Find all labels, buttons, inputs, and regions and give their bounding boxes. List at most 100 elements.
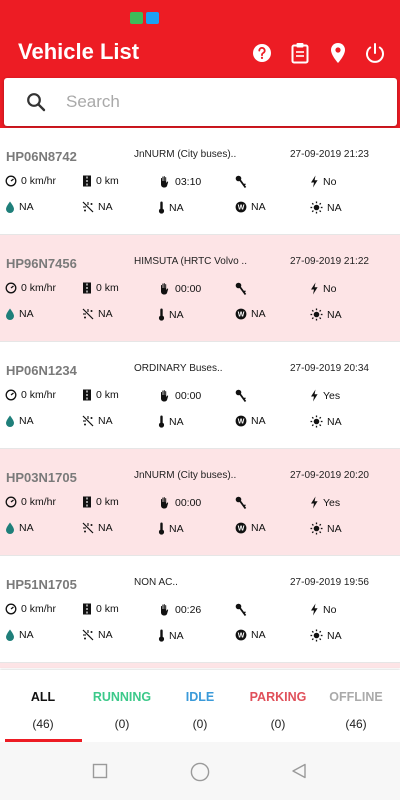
tab-all[interactable]: ALL (46): [3, 670, 83, 742]
road-icon: [83, 282, 91, 294]
vehicle-number: HP06N8742: [6, 149, 77, 164]
vehicle-route: ORDINARY Buses..: [134, 363, 223, 374]
weight-icon: W: [235, 629, 247, 641]
drop-icon: [6, 629, 14, 641]
vehicle-card[interactable]: HP06N8742 JnNURM (City buses).. 27-09-20…: [0, 128, 400, 234]
idle-time-value: 00:00: [175, 389, 202, 402]
thermometer-icon: [158, 522, 165, 535]
sun-icon: [310, 522, 323, 535]
vehicle-card-partial[interactable]: [0, 663, 400, 668]
recents-button[interactable]: [92, 763, 108, 784]
light-cell: NA: [310, 415, 342, 428]
sun-icon: [310, 629, 323, 642]
search-input[interactable]: [66, 88, 386, 116]
logout-button[interactable]: [363, 41, 387, 65]
weight-value: NA: [251, 522, 266, 534]
weight-cell: W NA: [235, 415, 266, 427]
page-title: Vehicle List: [18, 39, 140, 64]
status-bar: [0, 0, 400, 30]
fuel-value: NA: [19, 308, 34, 320]
vehicle-datetime: 27-09-2019 19:56: [290, 577, 369, 588]
vehicle-card[interactable]: HP06N1234 ORDINARY Buses.. 27-09-2019 20…: [0, 342, 400, 448]
vehicle-route: JnNURM (City buses)..: [134, 470, 237, 481]
ac-icon: [82, 522, 94, 534]
power-cell: No: [310, 603, 336, 616]
speedometer-icon: [5, 175, 17, 187]
light-value: NA: [327, 522, 342, 535]
vehicle-datetime: 27-09-2019 21:22: [290, 256, 369, 267]
power-cell: Yes: [310, 496, 340, 509]
bolt-icon: [311, 282, 318, 295]
home-button[interactable]: [190, 762, 210, 787]
hand-icon: [161, 283, 169, 295]
sun-icon: [310, 308, 323, 321]
idle-time-cell: 03:10: [158, 175, 201, 188]
location-button[interactable]: [326, 41, 350, 65]
message-icon: [130, 12, 143, 24]
vehicle-route: HIMSUTA (HRTC Volvo ..: [134, 256, 247, 267]
tab-label: PARKING: [249, 690, 307, 704]
vehicle-route: JnNURM (City buses)..: [134, 149, 237, 160]
fuel-value: NA: [19, 415, 34, 427]
idle-time-value: 00:00: [175, 282, 202, 295]
ignition-cell: [235, 175, 251, 189]
tab-count: (0): [192, 717, 208, 731]
weight-value: NA: [251, 629, 266, 641]
vehicle-list: HP06N8742 JnNURM (City buses).. 27-09-20…: [0, 128, 400, 668]
drop-icon: [6, 415, 14, 427]
status-tabs: ALL (46) RUNNING (0) IDLE (0) PARKING (0…: [0, 670, 400, 742]
svg-text:W: W: [238, 205, 245, 212]
tab-offline[interactable]: OFFLINE (46): [316, 670, 396, 742]
weight-value: NA: [251, 308, 266, 320]
fuel-cell: NA: [5, 308, 34, 320]
distance-value: 0 km: [96, 496, 119, 508]
ignition-cell: [235, 389, 251, 403]
speed-value: 0 km/hr: [21, 603, 57, 615]
ac-icon: [82, 629, 94, 641]
key-icon: [235, 603, 247, 617]
ac-cell: NA: [82, 629, 113, 641]
ac-value: NA: [98, 522, 113, 534]
speed-cell: 0 km/hr: [5, 496, 56, 508]
thermometer-icon: [158, 629, 165, 642]
power-icon: [366, 43, 384, 63]
tab-idle[interactable]: IDLE (0): [160, 670, 240, 742]
key-icon: [235, 282, 247, 296]
light-cell: NA: [310, 308, 342, 321]
help-button[interactable]: [250, 41, 274, 65]
vehicle-card[interactable]: HP96N7456 HIMSUTA (HRTC Volvo .. 27-09-2…: [0, 235, 400, 341]
tab-count: (46): [32, 717, 54, 731]
idle-time-value: 03:10: [175, 175, 202, 188]
recents-icon: [92, 763, 108, 779]
vehicle-number: HP96N7456: [6, 256, 77, 271]
ac-value: NA: [98, 415, 113, 427]
back-icon: [292, 763, 306, 779]
clipboard-icon: [291, 43, 309, 64]
tab-running[interactable]: RUNNING (0): [82, 670, 162, 742]
temperature-value: NA: [169, 415, 184, 428]
speed-cell: 0 km/hr: [5, 282, 56, 294]
vehicle-card[interactable]: HP03N1705 JnNURM (City buses).. 27-09-20…: [0, 449, 400, 555]
speed-value: 0 km/hr: [21, 496, 57, 508]
light-cell: NA: [310, 522, 342, 535]
weight-cell: W NA: [235, 629, 266, 641]
distance-value: 0 km: [96, 389, 119, 401]
home-icon: [190, 762, 210, 782]
light-value: NA: [327, 201, 342, 214]
light-cell: NA: [310, 629, 342, 642]
temperature-value: NA: [169, 629, 184, 642]
light-value: NA: [327, 629, 342, 642]
vehicle-card[interactable]: HP51N1705 NON AC.. 27-09-2019 19:56 0 km…: [0, 556, 400, 662]
back-button[interactable]: [291, 763, 307, 784]
vehicle-datetime: 27-09-2019 21:23: [290, 149, 369, 160]
key-icon: [235, 496, 247, 510]
ac-icon: [82, 415, 94, 427]
location-pin-icon: [331, 43, 345, 63]
ac-value: NA: [98, 201, 113, 213]
tab-label: ALL: [30, 690, 56, 704]
clipboard-button[interactable]: [288, 41, 312, 65]
road-icon: [83, 389, 91, 401]
ac-cell: NA: [82, 308, 113, 320]
tab-parking[interactable]: PARKING (0): [238, 670, 318, 742]
vehicle-number: HP06N1234: [6, 363, 77, 378]
